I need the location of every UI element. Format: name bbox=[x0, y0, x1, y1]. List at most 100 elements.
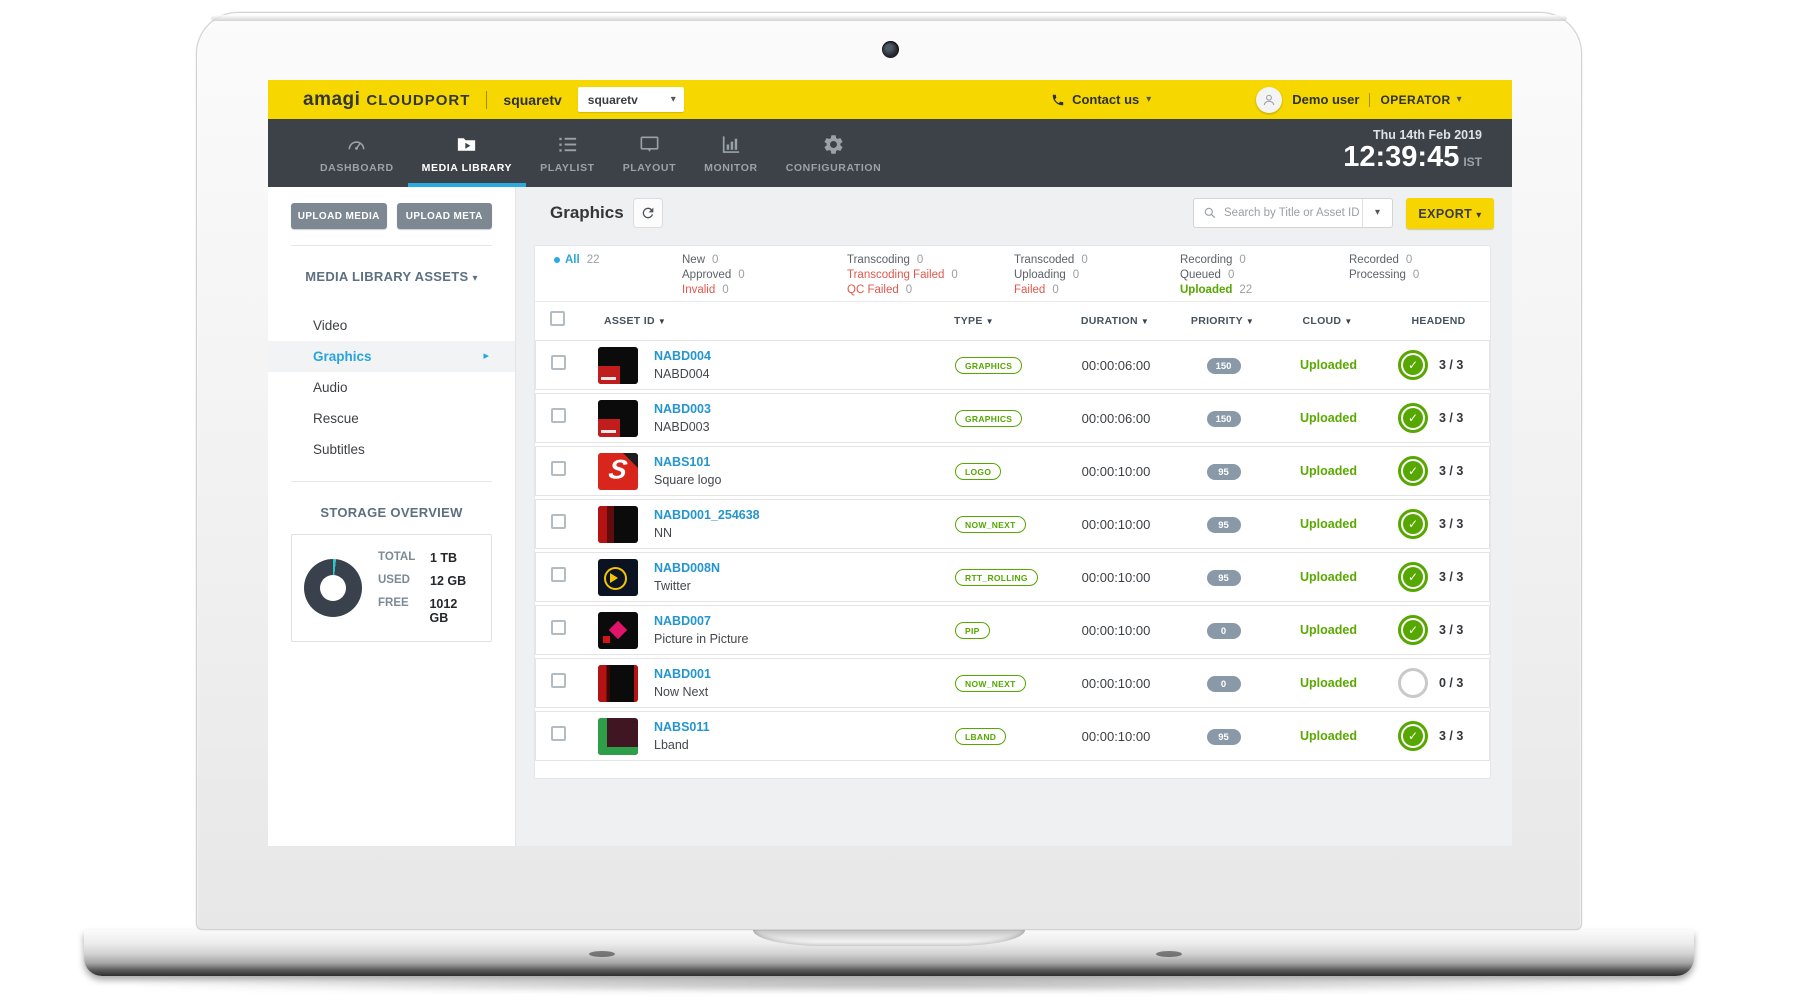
user-role-label: OPERATOR bbox=[1380, 92, 1451, 107]
table-row[interactable]: NABS101 Square logo LOGO 00:00:10:00 95 U… bbox=[535, 446, 1490, 496]
sidebar-item-subtitles[interactable]: Subtitles bbox=[313, 442, 365, 457]
table-row[interactable]: NABD008N Twitter RTT_ROLLING 00:00:10:00 … bbox=[535, 552, 1490, 602]
channel-select[interactable]: squaretv ▾ bbox=[577, 87, 684, 112]
asset-thumbnail bbox=[598, 346, 638, 384]
table-row[interactable]: NABD007 Picture in Picture PIP 00:00:10:0… bbox=[535, 605, 1490, 655]
nav-configuration[interactable]: CONFIGURATION bbox=[772, 119, 896, 187]
asset-id-link[interactable]: NABD004 bbox=[654, 349, 711, 363]
headend-check-icon: ✓ bbox=[1398, 615, 1428, 645]
filter-recorded[interactable]: Recorded 0 bbox=[1349, 254, 1413, 266]
header-type[interactable]: TYPE ▼ bbox=[954, 315, 994, 327]
user-role-menu[interactable]: OPERATOR ▾ bbox=[1380, 93, 1462, 107]
monitor-chart-icon bbox=[723, 135, 740, 153]
headend-count: 3 / 3 bbox=[1439, 411, 1464, 425]
asset-id-link[interactable]: NABD003 bbox=[654, 402, 711, 416]
filter-uploading[interactable]: Uploading 0 bbox=[1014, 269, 1080, 281]
chevron-down-icon: ▾ bbox=[472, 273, 478, 284]
row-checkbox[interactable] bbox=[550, 408, 566, 423]
storage-overview-header: STORAGE OVERVIEW bbox=[320, 505, 463, 520]
sort-icon: ▼ bbox=[1140, 317, 1150, 326]
header-duration[interactable]: DURATION ▼ bbox=[1080, 315, 1150, 327]
nav-label: MONITOR bbox=[704, 161, 758, 174]
headend-count: 3 / 3 bbox=[1439, 464, 1464, 478]
asset-id-link[interactable]: NABD001_254638 bbox=[654, 508, 760, 522]
filter-transcoded[interactable]: Transcoded 0 bbox=[1014, 254, 1088, 266]
row-checkbox[interactable] bbox=[550, 514, 566, 529]
priority-pill: 150 bbox=[1206, 411, 1241, 428]
nav-monitor[interactable]: MONITOR bbox=[690, 119, 772, 187]
nav-media-library[interactable]: MEDIA LIBRARY bbox=[407, 119, 527, 187]
priority-pill: 95 bbox=[1206, 729, 1241, 746]
asset-id-link[interactable]: NABD001 bbox=[654, 667, 711, 681]
filter-all[interactable]: All 22 bbox=[554, 253, 600, 267]
sidebar-item-audio[interactable]: Audio bbox=[313, 380, 348, 395]
table-row[interactable]: NABD001_254638 NN NOW_NEXT 00:00:10:00 95… bbox=[535, 499, 1490, 549]
duration-value: 00:00:10:00 bbox=[1081, 516, 1151, 532]
nav-playout[interactable]: PLAYOUT bbox=[609, 119, 690, 187]
duration-value: 00:00:06:00 bbox=[1081, 410, 1151, 426]
asset-thumbnail bbox=[598, 558, 638, 596]
asset-id-link[interactable]: NABD008N bbox=[654, 561, 720, 575]
sort-icon: ▼ bbox=[985, 317, 994, 326]
app-body: UPLOAD MEDIA UPLOAD META MEDIA LIBRARY A… bbox=[268, 187, 1512, 846]
sidebar-item-graphics[interactable]: Graphics ▸ bbox=[268, 341, 515, 372]
table-row[interactable]: NABD004 NABD004 GRAPHICS 00:00:06:00 150 … bbox=[535, 340, 1490, 390]
filter-approved[interactable]: Approved 0 bbox=[682, 269, 745, 281]
row-checkbox[interactable] bbox=[550, 355, 566, 370]
filter-transcoding-failed[interactable]: Transcoding Failed 0 bbox=[847, 269, 958, 281]
asset-type-list: Video Graphics ▸ Audio Rescue Subtitles bbox=[268, 310, 515, 465]
nav-label: PLAYLIST bbox=[540, 161, 595, 174]
storage-donut-chart bbox=[304, 559, 362, 617]
filter-uploaded[interactable]: Uploaded 22 bbox=[1180, 284, 1253, 296]
export-button[interactable]: EXPORT ▾ bbox=[1406, 198, 1494, 229]
table-row[interactable]: NABD003 NABD003 GRAPHICS 00:00:06:00 150 … bbox=[535, 393, 1490, 443]
cloud-status: Uploaded bbox=[1300, 358, 1357, 372]
asset-id-link[interactable]: NABD007 bbox=[654, 614, 711, 628]
search-input[interactable] bbox=[1224, 207, 1362, 219]
asset-id-link[interactable]: NABS011 bbox=[654, 720, 710, 734]
duration-value: 00:00:10:00 bbox=[1081, 675, 1151, 691]
contact-us-menu[interactable]: Contact us ▾ bbox=[1051, 92, 1151, 107]
filter-recording[interactable]: Recording 0 bbox=[1180, 254, 1246, 266]
sidebar-item-video[interactable]: Video bbox=[313, 318, 348, 333]
asset-thumbnail bbox=[598, 664, 638, 702]
row-checkbox[interactable] bbox=[550, 567, 566, 582]
user-avatar[interactable] bbox=[1256, 86, 1283, 113]
header-asset-id[interactable]: ASSET ID ▼ bbox=[604, 315, 667, 327]
filter-transcoding[interactable]: Transcoding 0 bbox=[847, 254, 924, 266]
row-checkbox[interactable] bbox=[550, 620, 566, 635]
filter-invalid[interactable]: Invalid 0 bbox=[682, 284, 729, 296]
header-priority[interactable]: PRIORITY ▼ bbox=[1190, 315, 1255, 327]
filter-queued[interactable]: Queued 0 bbox=[1180, 269, 1235, 281]
search-box: ▾ bbox=[1193, 198, 1393, 228]
clock-time: 12:39:45 bbox=[1343, 141, 1460, 173]
row-checkbox[interactable] bbox=[550, 726, 566, 741]
table-row[interactable]: NABS011 Lband LBAND 00:00:10:00 95 Upload… bbox=[535, 711, 1490, 761]
row-checkbox[interactable] bbox=[550, 673, 566, 688]
upload-meta-button[interactable]: UPLOAD META bbox=[396, 203, 492, 229]
upload-media-button[interactable]: UPLOAD MEDIA bbox=[291, 203, 387, 229]
select-all-checkbox[interactable] bbox=[549, 311, 565, 326]
nav-dashboard[interactable]: DASHBOARD bbox=[306, 119, 408, 187]
app-screen: amagi CLOUDPORT squaretv squaretv ▾ Cont… bbox=[268, 80, 1512, 846]
playout-icon bbox=[640, 135, 659, 152]
search-filter-dropdown[interactable]: ▾ bbox=[1362, 199, 1392, 227]
row-checkbox[interactable] bbox=[550, 461, 566, 476]
asset-id-link[interactable]: NABS101 bbox=[654, 455, 711, 469]
nav-playlist[interactable]: PLAYLIST bbox=[526, 119, 609, 187]
filter-failed[interactable]: Failed 0 bbox=[1014, 284, 1059, 296]
person-icon bbox=[1264, 94, 1275, 105]
table-row[interactable]: NABD001 Now Next NOW_NEXT 00:00:10:00 0 U… bbox=[535, 658, 1490, 708]
headend-pending-icon: ✓ bbox=[1398, 668, 1428, 698]
media-library-assets-header[interactable]: MEDIA LIBRARY ASSETS ▾ bbox=[305, 269, 478, 284]
storage-used-value: 12 GB bbox=[430, 574, 467, 588]
sidebar-item-rescue[interactable]: Rescue bbox=[313, 411, 359, 426]
cloud-status: Uploaded bbox=[1300, 411, 1357, 425]
filter-qc-failed[interactable]: QC Failed 0 bbox=[847, 284, 913, 296]
header-cloud[interactable]: CLOUD ▼ bbox=[1302, 315, 1353, 327]
sidebar: UPLOAD MEDIA UPLOAD META MEDIA LIBRARY A… bbox=[268, 187, 516, 846]
filter-processing[interactable]: Processing 0 bbox=[1349, 269, 1420, 281]
filter-new[interactable]: New 0 bbox=[682, 254, 719, 266]
laptop-foot bbox=[1156, 951, 1182, 957]
refresh-button[interactable] bbox=[633, 198, 663, 228]
